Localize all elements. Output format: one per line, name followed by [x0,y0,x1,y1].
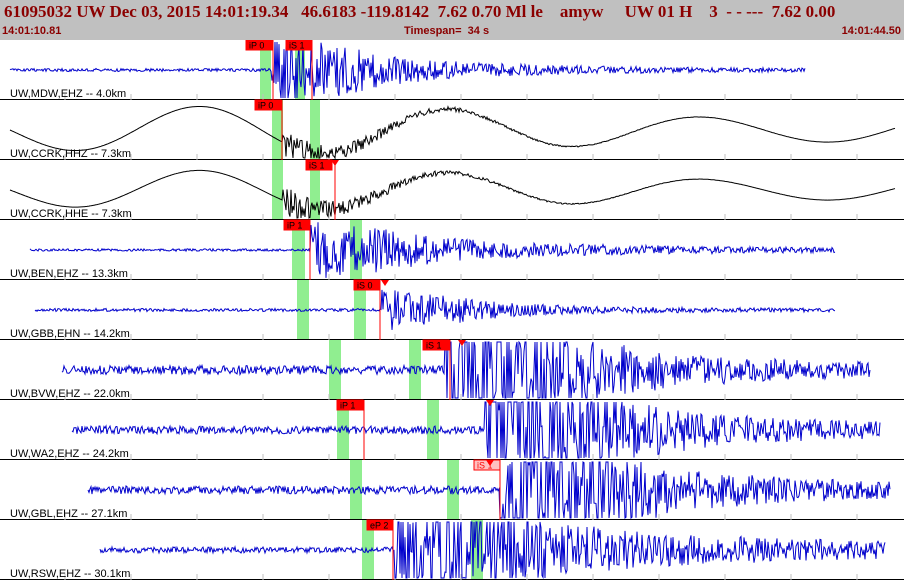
station-label: UW,BEN,EHZ -- 13.3km [10,268,128,280]
pick-triangle-icon [381,280,389,286]
trace-row[interactable]: iP 1 UW,WA2,EHZ -- 24.2km [0,399,904,460]
trace-row[interactable]: eP 2 UW,RSW,EHZ -- 30.1km [0,519,904,580]
phase-pick[interactable]: iP 0 [245,40,274,100]
phase-pick[interactable]: eP 2 [366,519,394,580]
phase-pick[interactable]: iP 0 [254,99,283,160]
pick-flag[interactable] [336,399,364,411]
pick-label: eP 2 [370,521,388,531]
phase-pick[interactable]: iS 1 [285,40,313,100]
phase-window [447,460,459,520]
station-label: UW,GBB,EHN -- 14.2km [10,328,130,340]
pick-triangle-icon [486,400,494,406]
station-label: UW,CCRK,HHZ -- 7.3km [10,148,131,160]
phase-window [350,220,362,280]
phase-window [362,520,374,580]
waveform [9,169,896,219]
event-summary-title: 61095032 UW Dec 03, 2015 14:01:19.34 46.… [4,2,836,21]
pick-label: iS 1 [477,461,493,471]
waveform [9,41,806,99]
trace-row[interactable]: iS 1 UW,GBL,EHZ -- 27.1km [0,459,904,520]
start-time-label: 14:01:10.81 [2,25,62,37]
timespan-label: Timespan= 34 s [404,25,490,37]
phase-pick[interactable]: iP 1 [336,399,365,460]
waveform [9,105,896,160]
title-bar: 61095032 UW Dec 03, 2015 14:01:19.34 46.… [0,0,904,40]
pick-flag[interactable] [245,40,273,51]
phase-pick[interactable]: iS 1 [305,159,336,220]
pick-label: iP 1 [287,221,302,231]
waveform [34,289,836,330]
pick-flag[interactable] [305,159,333,171]
phase-pick[interactable]: iP 1 [283,219,311,280]
phase-window [350,460,362,520]
pick-flag[interactable] [422,339,450,351]
pick-flag[interactable] [254,99,282,111]
phase-window [272,100,283,160]
end-time-label: 14:01:44.50 [841,25,901,37]
waveform [87,461,891,520]
pick-label: iS 1 [426,341,442,351]
phase-window [310,100,320,160]
trace-row[interactable]: iS 0 UW,GBB,EHN -- 14.2km [0,279,904,340]
phase-pick[interactable]: iS 1 [422,339,451,400]
pick-label: iS 0 [357,281,373,291]
pick-triangle-icon [458,340,466,346]
station-label: UW,BVW,EHZ -- 22.0km [10,388,130,400]
pick-triangle-icon [486,460,494,466]
station-label: UW,CCRK,HHE -- 7.3km [10,208,132,220]
waveform [61,340,871,399]
phase-window [427,400,439,460]
pick-label: iP 0 [249,41,264,51]
phase-window [297,280,309,340]
station-label: UW,GBL,EHZ -- 27.1km [10,508,127,520]
station-label: UW,MDW,EHZ -- 4.0km [10,88,126,100]
trace-row[interactable]: iP 1 UW,BEN,EHZ -- 13.3km [0,219,904,280]
pick-label: iS 1 [309,161,325,171]
station-label: UW,WA2,EHZ -- 24.2km [10,448,129,460]
trace-row[interactable]: iS 1 UW,BVW,EHZ -- 22.0km [0,339,904,400]
pick-triangle-icon [331,160,339,166]
waveform [71,401,881,459]
pick-label: iP 1 [340,401,355,411]
seismogram-panel[interactable]: iP 0 iS 1 UW,MDW,EHZ -- 4.0km iP 0 UW,CCRK,H… [0,40,904,580]
trace-row[interactable]: iS 1 UW,CCRK,HHE -- 7.3km [0,159,904,220]
trace-row[interactable]: iP 0 iS 1 UW,MDW,EHZ -- 4.0km [0,40,904,100]
phase-pick[interactable]: iS 0 [353,279,381,340]
pick-label: iP 0 [258,101,273,111]
station-label: UW,RSW,EHZ -- 30.1km [10,568,130,580]
phase-window [310,160,320,220]
waveform [29,222,836,278]
waveform [99,521,886,580]
phase-window [272,160,283,220]
pick-label: iS 1 [289,41,305,51]
trace-row[interactable]: iP 0 UW,CCRK,HHZ -- 7.3km [0,99,904,160]
